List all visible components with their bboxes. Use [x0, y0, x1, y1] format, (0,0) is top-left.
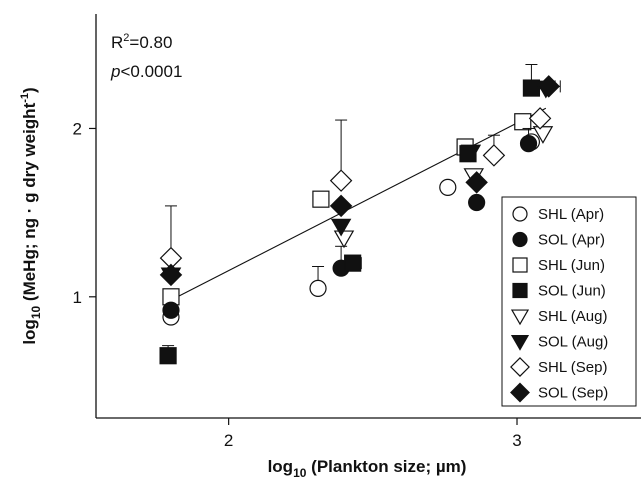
- data-point: [329, 169, 353, 192]
- data-point: [309, 279, 327, 297]
- x-tick-label: 3: [512, 431, 521, 450]
- series-shl-apr: [162, 133, 541, 326]
- legend-label: SHL (Aug): [538, 308, 607, 325]
- legend-marker: [512, 231, 528, 248]
- legend-item: SHL (Aug): [510, 308, 607, 326]
- legend-item: SHL (Jun): [512, 257, 605, 274]
- y-tick-label: 1: [73, 288, 82, 307]
- legend-item: SOL (Jun): [512, 282, 606, 300]
- legend-item: SHL (Sep): [510, 357, 607, 377]
- legend-marker: [510, 334, 530, 351]
- r-squared-annotation: R2=0.80: [111, 32, 172, 52]
- series-sol-apr: [162, 127, 538, 319]
- data-point: [439, 178, 457, 196]
- data-point: [514, 113, 532, 131]
- legend-marker: [512, 257, 528, 273]
- data-point: [482, 144, 506, 167]
- regression-line: [170, 107, 547, 301]
- series-sol-jun: [159, 64, 541, 365]
- legend-marker: [512, 282, 528, 299]
- data-point: [162, 301, 180, 319]
- legend-label: SOL (Jun): [538, 283, 606, 300]
- data-point: [468, 193, 486, 212]
- legend-label: SHL (Jun): [538, 257, 605, 274]
- data-point: [528, 107, 552, 130]
- p-value-annotation: p<0.0001: [110, 62, 182, 81]
- series-shl-sep: [159, 107, 552, 270]
- y-tick-label: 2: [73, 119, 82, 138]
- legend-label: SOL (Sep): [538, 385, 608, 402]
- x-tick-label: 2: [224, 431, 233, 450]
- data-point: [537, 75, 560, 98]
- series-sol-aug: [160, 80, 557, 286]
- legend-marker: [512, 206, 528, 222]
- data-point: [344, 254, 362, 272]
- y-axis-title: log10 (MeHg; ng · g dry weight-1): [19, 87, 43, 344]
- legend-marker: [510, 357, 530, 377]
- legend: SHL (Apr) SOL (Apr) SHL (Jun) SOL (Jun) SHL …: [501, 196, 637, 407]
- legend-item: SOL (Sep): [510, 382, 608, 403]
- data-point: [159, 263, 183, 287]
- data-point: [519, 135, 538, 153]
- data-point: [159, 347, 177, 365]
- data-point: [333, 230, 355, 249]
- data-point: [330, 218, 352, 237]
- x-axis-title: log10 (Plankton size; µm): [268, 457, 467, 479]
- series-sol-sep: [159, 75, 561, 287]
- data-point: [465, 171, 488, 194]
- data-point: [460, 144, 482, 163]
- data-point: [312, 190, 330, 208]
- legend-marker: [510, 309, 530, 326]
- data-point: [329, 194, 353, 218]
- legend-item: SOL (Aug): [510, 334, 608, 351]
- legend-label: SHL (Sep): [538, 359, 607, 376]
- legend-label: SOL (Aug): [538, 334, 608, 351]
- legend-label: SOL (Apr): [538, 232, 605, 249]
- legend-item: SHL (Apr): [512, 206, 604, 223]
- legend-item: SOL (Apr): [512, 231, 605, 249]
- legend-label: SHL (Apr): [538, 206, 604, 223]
- legend-marker: [510, 382, 530, 403]
